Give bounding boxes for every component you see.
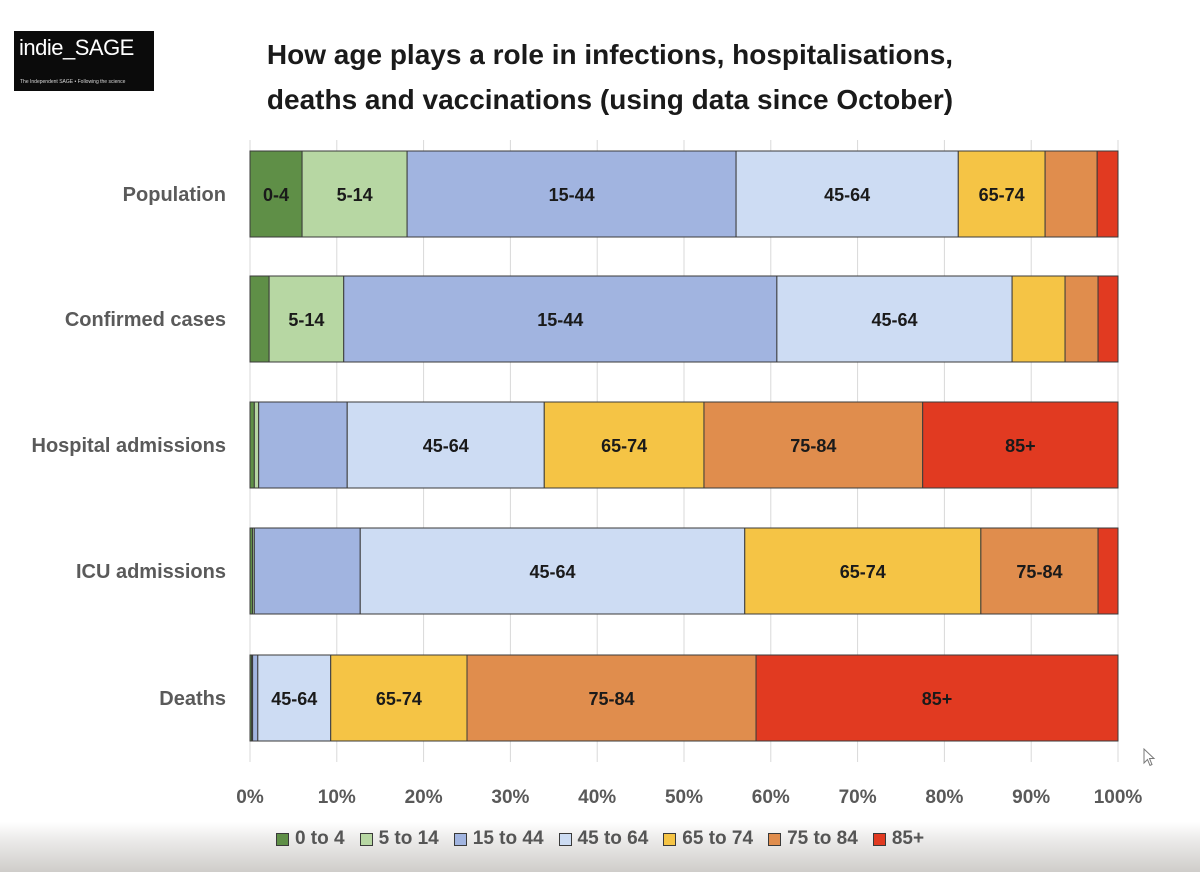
bar-segment <box>249 401 255 489</box>
bar-segment <box>957 150 1046 238</box>
bar-segment <box>359 527 746 615</box>
segment-label: 65-74 <box>840 562 886 582</box>
legend-item: 65 to 74 <box>663 828 753 850</box>
bar-segment <box>258 401 348 489</box>
bar-segment <box>249 150 303 238</box>
x-tick-label: 20% <box>405 787 443 808</box>
segment-label: 45-64 <box>871 310 917 330</box>
bar-segment <box>1011 275 1066 363</box>
bar-segment <box>301 150 408 238</box>
bar-segment <box>1097 275 1119 363</box>
segment-label: 45-64 <box>423 436 469 456</box>
legend-label: 65 to 74 <box>682 828 754 849</box>
bar-segment <box>252 654 259 742</box>
bar-segment <box>253 527 361 615</box>
bar-segment <box>466 654 757 742</box>
segment-label: 0-4 <box>263 185 289 205</box>
bar-segment <box>1044 150 1098 238</box>
legend-item: 0 to 4 <box>275 828 345 850</box>
legend-label: 45 to 64 <box>577 828 649 849</box>
segment-label: 85+ <box>922 689 953 709</box>
segment-label: 45-64 <box>529 562 575 582</box>
legend-swatch <box>872 832 886 846</box>
logo-text: indie_SAGE <box>19 35 134 60</box>
legend-swatch <box>558 832 572 846</box>
segment-label: 15-44 <box>549 185 595 205</box>
category-label: Hospital admissions <box>32 435 227 457</box>
mouse-cursor-icon <box>1143 748 1156 767</box>
bar-segment <box>776 275 1013 363</box>
x-tick-label: 90% <box>1012 787 1050 808</box>
legend-label: 85+ <box>891 828 925 849</box>
bar-segment <box>249 275 270 363</box>
bar-segment <box>253 401 260 489</box>
segment-label: 65-74 <box>979 185 1025 205</box>
category-label: Population <box>123 184 226 206</box>
segment-label: 85+ <box>1005 436 1036 456</box>
legend-swatch <box>275 832 289 846</box>
legend-item: 45 to 64 <box>558 828 649 850</box>
x-tick-label: 80% <box>925 787 963 808</box>
bar-segment <box>406 150 737 238</box>
bar-segment <box>744 527 982 615</box>
bar-segment <box>543 401 705 489</box>
segment-label: 65-74 <box>601 436 647 456</box>
x-tick-label: 30% <box>491 787 529 808</box>
segment-label: 65-74 <box>376 689 422 709</box>
legend-swatch <box>359 832 373 846</box>
category-label: Deaths <box>159 688 226 710</box>
chart-legend: 0 to 4 5 to 14 15 to 44 45 to 64 65 to 74 75 … <box>0 826 1200 852</box>
segment-label: 75-84 <box>790 436 836 456</box>
category-label: ICU admissions <box>76 561 226 583</box>
bar-segment <box>755 654 1119 742</box>
segment-label: 45-64 <box>824 185 870 205</box>
segment-label: 75-84 <box>588 689 634 709</box>
chart-title: How age plays a role in infections, hosp… <box>266 39 954 115</box>
segment-label: 15-44 <box>537 310 583 330</box>
legend-label: 5 to 14 <box>378 828 439 849</box>
legend-item: 15 to 44 <box>453 828 544 850</box>
bar-segment <box>346 401 545 489</box>
bar-segment <box>980 527 1099 615</box>
legend-swatch <box>453 832 467 846</box>
bar-segment <box>1096 150 1119 238</box>
x-tick-label: 70% <box>839 787 877 808</box>
legend-item: 5 to 14 <box>359 828 439 850</box>
x-tick-label: 100% <box>1094 787 1143 808</box>
bar-segment <box>735 150 959 238</box>
legend-label: 75 to 84 <box>787 828 858 849</box>
legend-item: 85+ <box>872 828 925 850</box>
segment-label: 75-84 <box>1016 562 1062 582</box>
indie-sage-logo: indie_SAGE The Independent SAGE • Follow… <box>14 31 154 91</box>
x-tick-label: 0% <box>236 787 264 808</box>
bar-segment <box>330 654 468 742</box>
bar-segment <box>257 654 332 742</box>
bar-segment <box>1064 275 1099 363</box>
bar-segment <box>1097 527 1119 615</box>
x-tick-label: 40% <box>578 787 616 808</box>
category-label: Confirmed cases <box>65 309 226 331</box>
segment-label: 45-64 <box>271 689 317 709</box>
x-tick-label: 10% <box>318 787 356 808</box>
legend-swatch <box>768 832 782 846</box>
bar-segment <box>343 275 778 363</box>
stacked-bar-chart: 0% 10% 20% 30% 40% 50% 60% 70% 80% 90% 100% Populat… <box>32 140 1143 808</box>
legend-swatch <box>663 832 677 846</box>
bar-segment <box>922 401 1119 489</box>
segment-label: 5-14 <box>288 310 324 330</box>
segment-label: 5-14 <box>337 185 373 205</box>
legend-label: 15 to 44 <box>472 828 544 849</box>
x-tick-label: 60% <box>752 787 790 808</box>
logo-tagline: The Independent SAGE • Following the sci… <box>20 79 126 85</box>
bar-segment <box>268 275 345 363</box>
legend-label: 0 to 4 <box>294 828 345 849</box>
legend-item: 75 to 84 <box>768 828 858 850</box>
x-tick-label: 50% <box>665 787 703 808</box>
legend-band <box>0 822 1200 872</box>
